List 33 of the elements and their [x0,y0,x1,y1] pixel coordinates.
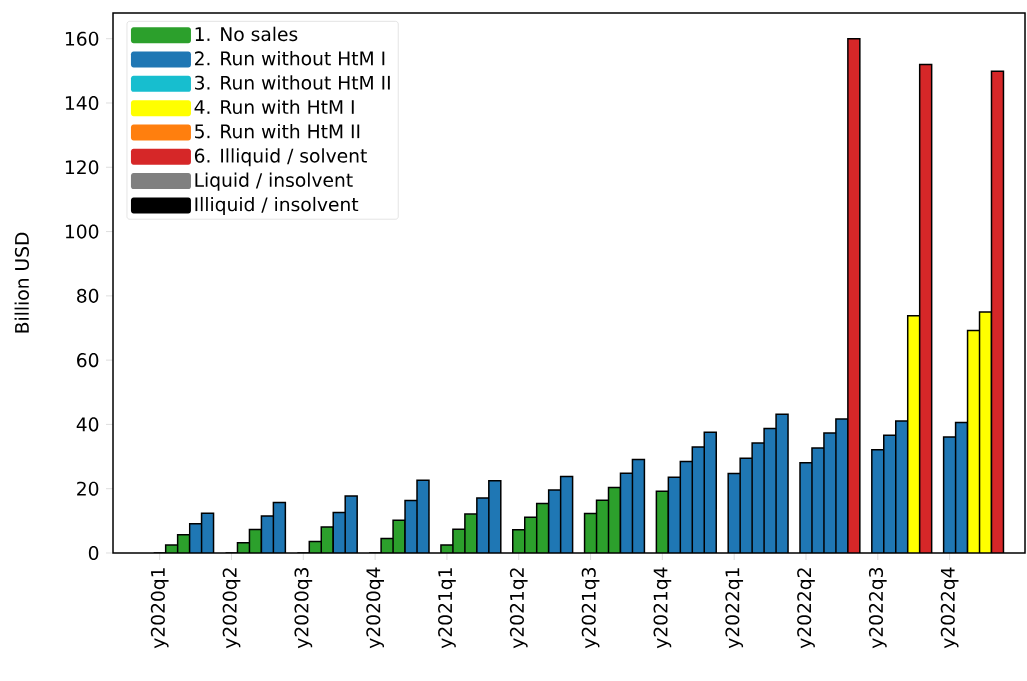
y-tick-label: 60 [77,353,99,368]
y-tick-label: 80 [77,288,99,303]
x-tick-label: y2022q2 [797,568,815,649]
legend-label: Illiquid / insolvent [195,196,359,215]
x-tick-label: y2020q2 [222,568,241,649]
legend-label: 1. No sales [195,26,298,42]
x-tick-label: y2021q2 [509,568,528,649]
x-tick-label: y2020q1 [150,568,169,649]
x-tick-label: y2021q4 [653,567,672,649]
x-tick-label: y2021q1 [438,568,456,649]
legend-label: 2. Run without HtM I [194,51,385,66]
legend-label: 5. Run with HtM II [195,123,360,139]
x-tick-label: y2020q4 [366,567,384,649]
y-tick-label: 100 [65,224,99,239]
bar [990,70,1005,553]
bar [918,63,933,553]
y-tick-label: 140 [65,95,99,111]
y-tick-label: 120 [65,160,99,175]
x-tick-label: y2022q3 [868,567,887,649]
legend-label: Liquid / insolvent [195,172,353,191]
x-tick-label: y2020q3 [294,567,313,649]
legend-label: 3. Run without HtM II [195,75,390,90]
legend-label: 6. Illiquid / solvent [194,148,367,167]
y-tick-label: 160 [65,31,99,46]
y-tick-label: 0 [88,545,99,561]
x-tick-label: y2022q4 [940,567,959,649]
x-tick-label: y2021q3 [581,567,600,649]
bar [906,315,921,553]
y-tick-label: 20 [77,481,99,496]
y-tick-label: 40 [76,417,99,432]
legend-label: 4. Run with HtM I [194,99,354,115]
x-tick-label: y2022q1 [725,568,744,649]
y-axis-title: Billion USD [14,232,29,333]
